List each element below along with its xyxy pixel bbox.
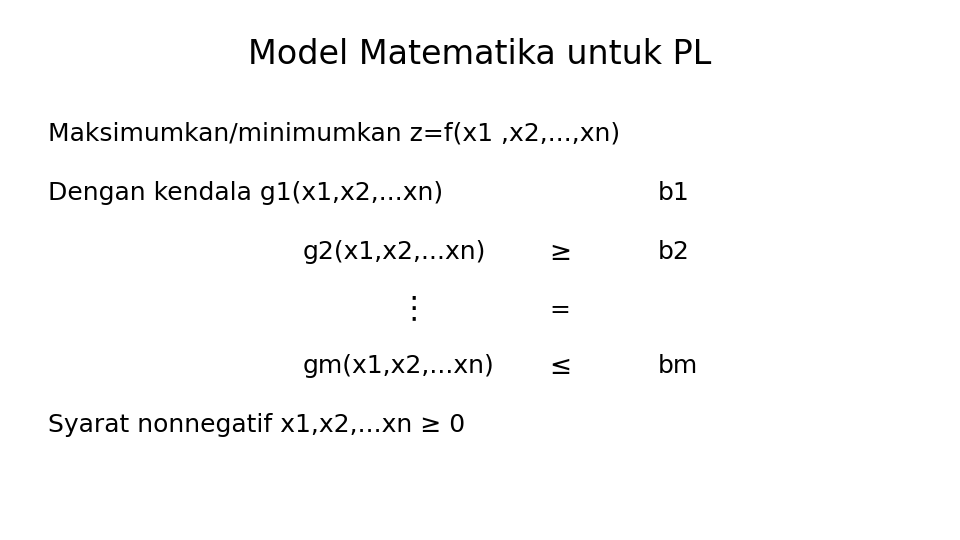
Text: b1: b1	[658, 181, 689, 205]
Text: ⋮: ⋮	[398, 294, 429, 323]
Text: ≥: ≥	[549, 240, 571, 266]
Text: ≤: ≤	[549, 354, 571, 380]
Text: Maksimumkan/minimumkan z=f(x1 ,x2,...,xn): Maksimumkan/minimumkan z=f(x1 ,x2,...,xn…	[48, 122, 620, 145]
Text: Dengan kendala g1(x1,x2,...xn): Dengan kendala g1(x1,x2,...xn)	[48, 181, 444, 205]
Text: bm: bm	[658, 354, 698, 377]
Text: g2(x1,x2,...xn): g2(x1,x2,...xn)	[302, 240, 486, 264]
Text: Model Matematika untuk PL: Model Matematika untuk PL	[249, 38, 711, 71]
Text: =: =	[549, 298, 570, 322]
Text: Syarat nonnegatif x1,x2,...xn ≥ 0: Syarat nonnegatif x1,x2,...xn ≥ 0	[48, 413, 466, 437]
Text: b2: b2	[658, 240, 689, 264]
Text: gm(x1,x2,...xn): gm(x1,x2,...xn)	[302, 354, 494, 377]
